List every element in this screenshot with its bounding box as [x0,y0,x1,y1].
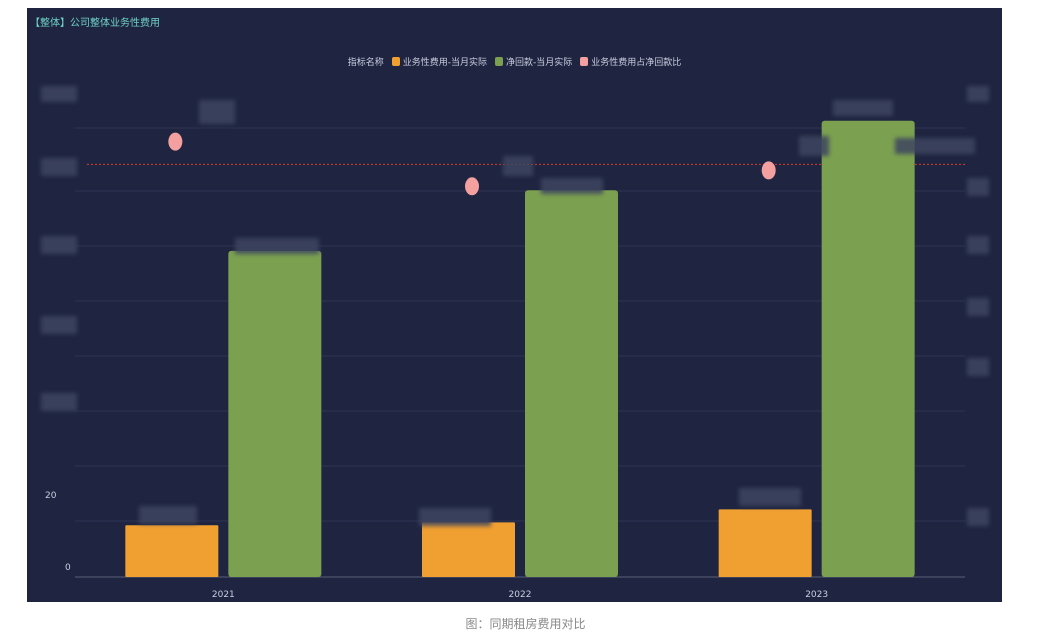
bar-expense-2023 [718,509,812,577]
y-tick-label: 0 [65,563,71,573]
point-ratio-2021 [168,132,183,151]
bar-expense-2022 [422,522,515,577]
obscured-axis-label [41,393,77,411]
obscured-axis-label [41,158,77,176]
x-tick-label: 2022 [509,590,532,600]
obscured-axis-label [967,178,989,196]
legend-item-ratio[interactable]: 业务性费用占净回款比 [580,55,681,68]
point-ratio-2022 [465,177,479,196]
obscured-data-label [199,100,235,124]
legend-swatch-ratio [580,57,589,66]
obscured-data-label [503,156,533,176]
obscured-data-label [139,506,197,524]
legend-item-expense[interactable]: 业务性费用-当月实际 [391,55,487,68]
chart-title: 【整体】公司整体业务性费用 [30,18,160,29]
y-tick-label: 20 [45,491,57,501]
x-tick-label: 2021 [212,590,235,600]
bar-collection-2022 [525,190,618,577]
obscured-axis-label [41,86,77,102]
legend-label-ratio: 业务性费用占净回款比 [591,58,682,68]
figure-caption: 图：同期租房费用对比 [465,617,586,631]
obscured-data-label [799,136,829,156]
obscured-data-label [739,488,801,506]
bar-collection-2021 [228,250,322,577]
obscured-axis-label [41,316,77,334]
obscured-data-label [895,138,975,154]
obscured-data-label [541,178,603,194]
x-tick-label: 2023 [805,590,828,600]
point-ratio-2023 [761,161,776,180]
obscured-axis-label [967,358,989,376]
obscured-axis-label [967,298,989,316]
obscured-data-label [235,238,319,254]
chart-panel: 【整体】公司整体业务性费用 指标名称 业务性费用-当月实际 净回款-当月实际 业… [27,8,1002,602]
chart-plot: 2021 2022 2023 20 0 [45,120,965,600]
bar-collection-2023 [821,120,915,577]
legend: 指标名称 业务性费用-当月实际 净回款-当月实际 业务性费用占净回款比 [27,55,1002,68]
legend-swatch-collection [495,57,503,66]
legend-heading: 指标名称 [347,58,384,68]
legend-label-expense: 业务性费用-当月实际 [402,58,487,68]
legend-label-collection: 净回款-当月实际 [506,58,573,68]
obscured-axis-label [967,508,989,526]
obscured-data-label [833,100,893,116]
bar-expense-2021 [125,525,219,577]
legend-item-collection[interactable]: 净回款-当月实际 [495,55,572,68]
obscured-axis-label [967,86,989,102]
obscured-axis-label [41,236,77,254]
obscured-axis-label [967,236,989,254]
legend-swatch-expense [391,57,400,66]
obscured-data-label [419,508,491,526]
